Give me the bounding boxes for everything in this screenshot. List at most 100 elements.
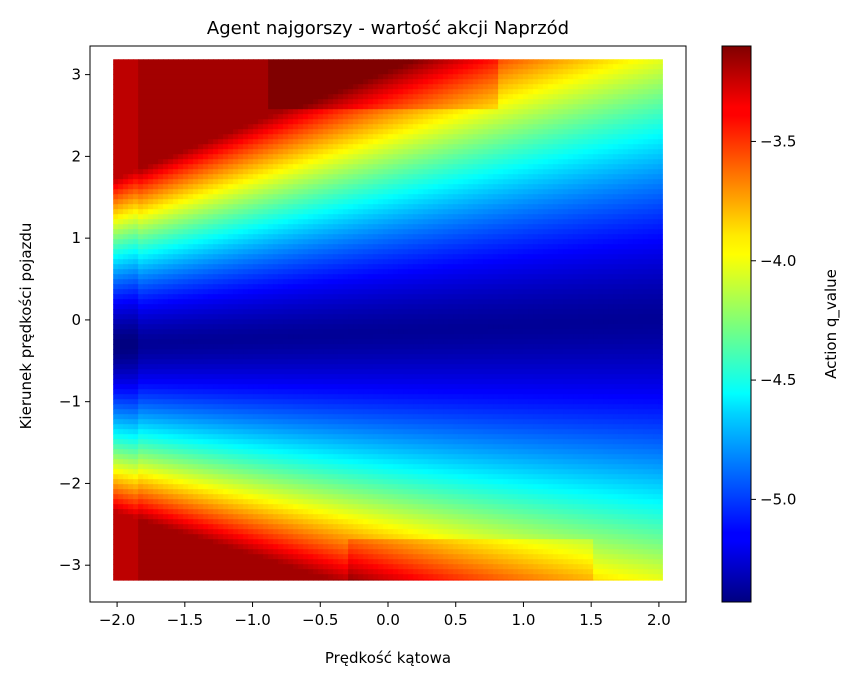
heatmap-cell [373, 139, 379, 145]
heatmap-cell [428, 189, 434, 195]
heatmap-cell [598, 99, 604, 105]
heatmap-cell [428, 194, 434, 200]
heatmap-cell [598, 219, 604, 225]
heatmap-cell [493, 149, 499, 155]
heatmap-cell [583, 74, 589, 80]
heatmap-cell [418, 149, 424, 155]
heatmap-cell [608, 59, 614, 65]
heatmap-cell [338, 224, 344, 230]
heatmap-cell [388, 139, 394, 145]
heatmap-cell [203, 214, 209, 220]
heatmap-cell [638, 94, 644, 100]
heatmap-cell [158, 114, 164, 120]
heatmap-cell [308, 64, 314, 70]
heatmap-cell [313, 259, 319, 265]
heatmap-cell [443, 234, 449, 240]
heatmap-cell [343, 74, 349, 80]
heatmap-cell [188, 219, 194, 225]
heatmap-cell [318, 259, 324, 265]
heatmap-cell [278, 119, 284, 125]
heatmap-cell [133, 274, 139, 280]
heatmap-cell [318, 104, 324, 110]
heatmap-cell [373, 194, 379, 200]
heatmap-cell [278, 209, 284, 215]
heatmap-cell [618, 274, 624, 280]
heatmap-cell [578, 214, 584, 220]
heatmap-cell [123, 249, 129, 255]
heatmap-cell [338, 204, 344, 210]
heatmap-cell [143, 174, 149, 180]
heatmap-cell [213, 184, 219, 190]
heatmap-cell [283, 154, 289, 160]
heatmap-cell [448, 149, 454, 155]
heatmap-cell [183, 154, 189, 160]
heatmap-cell [403, 134, 409, 140]
heatmap-cell [473, 139, 479, 145]
heatmap-cell [193, 94, 199, 100]
heatmap-cell [223, 284, 229, 290]
heatmap-cell [333, 79, 339, 85]
heatmap-cell [353, 264, 359, 270]
heatmap-cell [338, 209, 344, 215]
heatmap-cell [238, 139, 244, 145]
heatmap-cell [543, 159, 549, 165]
heatmap-cell [413, 64, 419, 70]
heatmap-cell [433, 64, 439, 70]
heatmap-cell [633, 234, 639, 240]
heatmap-cell [453, 184, 459, 190]
heatmap-cell [403, 279, 409, 285]
heatmap-cell [478, 274, 484, 280]
heatmap-cell [118, 204, 124, 210]
heatmap-cell [278, 234, 284, 240]
heatmap-cell [328, 279, 334, 285]
heatmap-cell [233, 139, 239, 145]
heatmap-cell [548, 234, 554, 240]
heatmap-cell [233, 204, 239, 210]
heatmap-cell [398, 154, 404, 160]
heatmap-cell [318, 219, 324, 225]
heatmap-cell [648, 79, 654, 85]
heatmap-cell [508, 269, 514, 275]
heatmap-cell [138, 224, 144, 230]
heatmap-cell [138, 79, 144, 85]
heatmap-cell [568, 154, 574, 160]
heatmap-cell [128, 219, 134, 225]
heatmap-cell [643, 199, 649, 205]
heatmap-cell [573, 129, 579, 135]
heatmap-cell [123, 114, 129, 120]
heatmap-cell [423, 144, 429, 150]
heatmap-cell [168, 274, 174, 280]
heatmap-cell [648, 219, 654, 225]
heatmap-cell [363, 229, 369, 235]
heatmap-cell [313, 59, 319, 65]
heatmap-cell [313, 99, 319, 105]
heatmap-cell [593, 149, 599, 155]
heatmap-cell [378, 84, 384, 90]
heatmap-cell [498, 234, 504, 240]
heatmap-cell [448, 79, 454, 85]
heatmap-cell [548, 84, 554, 90]
heatmap-cell [173, 224, 179, 230]
heatmap-cell [418, 79, 424, 85]
heatmap-cell [118, 199, 124, 205]
heatmap-cell [408, 84, 414, 90]
heatmap-cell [193, 209, 199, 215]
heatmap-cell [223, 159, 229, 165]
heatmap-cell [193, 279, 199, 285]
heatmap-cell [228, 69, 234, 75]
heatmap-cell [453, 119, 459, 125]
heatmap-cell [493, 224, 499, 230]
heatmap-cell [453, 189, 459, 195]
heatmap-cell [478, 159, 484, 165]
heatmap-cell [493, 84, 499, 90]
heatmap-cell [358, 109, 364, 115]
heatmap-cell [638, 114, 644, 120]
heatmap-cell [643, 254, 649, 260]
heatmap-cell [213, 164, 219, 170]
heatmap-cell [213, 214, 219, 220]
heatmap-cell [298, 109, 304, 115]
heatmap-cell [503, 279, 509, 285]
heatmap-cell [583, 189, 589, 195]
heatmap-cell [383, 84, 389, 90]
heatmap-cell [573, 144, 579, 150]
